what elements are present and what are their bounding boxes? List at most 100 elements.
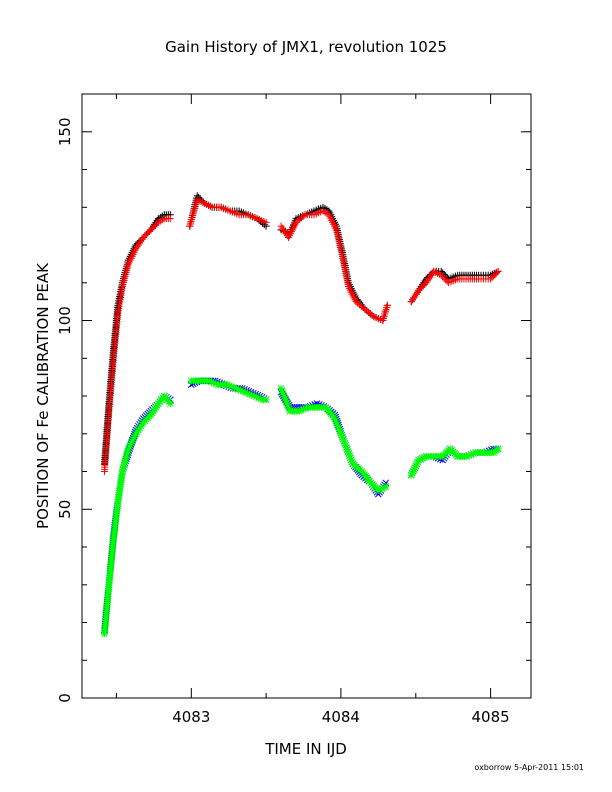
data-point	[121, 457, 129, 465]
data-point	[282, 397, 290, 405]
y-tick-label: 0	[56, 693, 74, 703]
data-point	[334, 423, 342, 431]
data-point	[417, 455, 425, 463]
data-point	[364, 308, 372, 316]
data-point	[285, 405, 293, 413]
data-point	[119, 463, 127, 471]
data-point	[491, 270, 499, 278]
data-point	[359, 304, 367, 312]
data-point	[127, 439, 135, 447]
data-point	[467, 451, 475, 459]
series-4	[100, 377, 502, 638]
data-point	[281, 395, 289, 403]
data-point	[415, 456, 423, 464]
x-tick-label: 4085	[472, 708, 510, 726]
data-point	[230, 384, 238, 392]
data-point	[440, 274, 448, 282]
data-point	[331, 415, 339, 423]
data-point	[284, 403, 292, 411]
data-point	[280, 393, 288, 401]
data-point	[342, 441, 350, 449]
data-point	[118, 468, 126, 475]
data-point	[212, 380, 220, 388]
series-1	[100, 192, 502, 468]
data-point	[494, 445, 502, 453]
data-point	[150, 223, 158, 231]
data-point	[335, 425, 343, 433]
data-point	[419, 282, 427, 290]
data-point	[166, 215, 174, 223]
data-point	[336, 427, 344, 435]
data-point	[234, 385, 242, 393]
data-point	[333, 421, 341, 429]
data-point	[340, 437, 348, 445]
data-point	[243, 389, 251, 397]
data-point	[255, 394, 263, 402]
data-point	[380, 484, 388, 492]
data-point	[151, 221, 159, 229]
data-point	[123, 451, 131, 459]
data-point	[332, 417, 340, 425]
data-point	[416, 285, 424, 293]
data-point	[348, 458, 356, 466]
data-point	[341, 439, 349, 447]
data-point	[223, 381, 231, 389]
data-point	[337, 429, 345, 437]
data-point	[296, 215, 304, 223]
data-point	[300, 405, 308, 413]
data-point	[442, 276, 450, 284]
data-point	[280, 391, 288, 399]
data-point	[337, 431, 345, 439]
data-point	[123, 449, 131, 457]
data-point	[125, 443, 133, 451]
data-point	[239, 387, 247, 395]
data-point	[124, 447, 132, 455]
data-point	[141, 232, 149, 240]
data-point	[469, 450, 477, 458]
data-point	[207, 378, 215, 386]
data-point	[347, 456, 355, 464]
data-point	[366, 310, 374, 318]
axis-ticks: 4083 4084 4085 0 50 100 150	[56, 93, 531, 726]
data-point	[409, 468, 417, 475]
data-point	[411, 464, 419, 472]
data-point	[257, 395, 265, 403]
x-axis-label: TIME IN IJD	[264, 740, 347, 758]
data-point	[144, 229, 152, 237]
data-point	[412, 462, 420, 470]
data-point	[283, 399, 291, 407]
plot-frame	[81, 93, 532, 699]
data-point	[145, 227, 153, 235]
data-point	[342, 443, 350, 451]
chart-title: Gain History of JMX1, revolution 1025	[165, 38, 447, 56]
data-marks	[100, 192, 502, 638]
data-point	[346, 454, 354, 462]
y-tick-label: 50	[56, 500, 74, 519]
data-point	[352, 298, 360, 306]
data-point	[284, 401, 292, 409]
data-point	[363, 307, 371, 315]
data-point	[277, 384, 285, 392]
data-point	[148, 224, 156, 232]
data-point	[415, 286, 423, 294]
data-point	[237, 386, 245, 394]
x-tick-label: 4084	[322, 708, 360, 726]
data-point	[439, 273, 447, 281]
data-point	[418, 454, 426, 462]
series-3	[101, 377, 502, 634]
data-point	[355, 301, 363, 309]
data-point	[128, 437, 136, 445]
data-point	[147, 226, 155, 234]
data-point	[345, 450, 353, 458]
data-point	[344, 448, 352, 456]
data-point	[124, 445, 132, 453]
data-point	[122, 453, 130, 461]
data-point	[130, 434, 138, 442]
data-point	[122, 455, 130, 463]
data-point	[248, 391, 256, 399]
data-point	[292, 218, 300, 226]
data-point	[407, 471, 415, 479]
x-tick-label: 4083	[172, 708, 210, 726]
data-point	[294, 217, 302, 225]
